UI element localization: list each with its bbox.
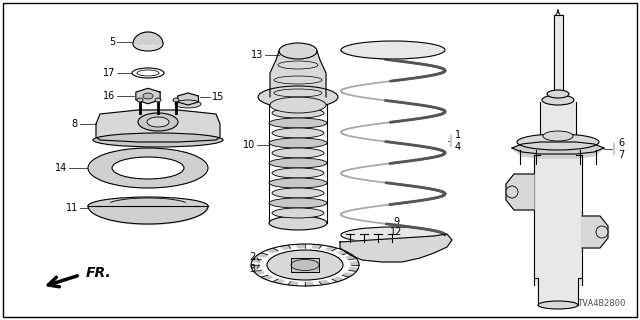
Text: 9: 9 <box>393 217 399 227</box>
Ellipse shape <box>143 93 153 99</box>
Polygon shape <box>342 273 353 277</box>
Polygon shape <box>305 282 314 285</box>
Ellipse shape <box>147 117 169 127</box>
Polygon shape <box>538 278 578 305</box>
Ellipse shape <box>341 41 445 59</box>
Ellipse shape <box>173 98 179 102</box>
Ellipse shape <box>269 178 327 188</box>
Polygon shape <box>346 256 356 260</box>
Ellipse shape <box>132 68 164 78</box>
Polygon shape <box>506 174 534 210</box>
Polygon shape <box>349 268 358 271</box>
Polygon shape <box>534 155 582 285</box>
Text: 10: 10 <box>243 140 255 150</box>
Polygon shape <box>332 277 343 282</box>
Polygon shape <box>288 282 298 285</box>
Polygon shape <box>257 253 268 257</box>
Polygon shape <box>319 281 330 284</box>
Text: FR.: FR. <box>86 266 111 280</box>
Ellipse shape <box>175 100 201 108</box>
Ellipse shape <box>547 90 569 98</box>
Text: 14: 14 <box>55 163 67 173</box>
Text: 1: 1 <box>455 130 461 140</box>
Ellipse shape <box>272 188 324 198</box>
Ellipse shape <box>538 301 578 309</box>
Ellipse shape <box>341 227 445 243</box>
Polygon shape <box>133 32 163 44</box>
Polygon shape <box>251 265 260 268</box>
Text: 16: 16 <box>103 91 115 101</box>
Ellipse shape <box>272 168 324 178</box>
Polygon shape <box>261 275 273 279</box>
Ellipse shape <box>269 158 327 168</box>
Text: 3: 3 <box>249 264 255 274</box>
Ellipse shape <box>596 226 608 238</box>
Polygon shape <box>280 245 291 249</box>
Ellipse shape <box>88 197 208 215</box>
Text: 8: 8 <box>72 119 78 129</box>
Text: 17: 17 <box>102 68 115 78</box>
Ellipse shape <box>88 148 208 188</box>
Ellipse shape <box>542 95 574 105</box>
Text: 2: 2 <box>249 252 255 262</box>
Ellipse shape <box>272 148 324 158</box>
Polygon shape <box>136 88 160 104</box>
Polygon shape <box>337 251 349 255</box>
Ellipse shape <box>270 97 326 113</box>
Polygon shape <box>554 15 563 100</box>
Text: 4: 4 <box>455 142 461 152</box>
Polygon shape <box>340 234 452 262</box>
Ellipse shape <box>272 128 324 138</box>
Text: 11: 11 <box>66 203 78 213</box>
Polygon shape <box>326 247 337 251</box>
Polygon shape <box>267 248 278 252</box>
Polygon shape <box>296 244 305 248</box>
Polygon shape <box>582 216 608 248</box>
Polygon shape <box>540 102 576 145</box>
Text: 13: 13 <box>251 50 263 60</box>
Ellipse shape <box>258 86 338 108</box>
Ellipse shape <box>138 113 178 131</box>
Polygon shape <box>351 262 359 265</box>
Ellipse shape <box>272 108 324 118</box>
Text: 12: 12 <box>390 227 402 237</box>
Ellipse shape <box>270 90 326 104</box>
Polygon shape <box>273 279 284 283</box>
Polygon shape <box>96 110 220 142</box>
Ellipse shape <box>506 186 518 198</box>
Ellipse shape <box>269 198 327 208</box>
Ellipse shape <box>269 138 327 148</box>
Ellipse shape <box>272 208 324 218</box>
Polygon shape <box>270 51 326 97</box>
Ellipse shape <box>137 70 159 76</box>
Polygon shape <box>253 270 264 274</box>
Ellipse shape <box>543 131 573 141</box>
Text: 7: 7 <box>618 150 624 160</box>
Ellipse shape <box>133 37 163 51</box>
Text: 6: 6 <box>618 138 624 148</box>
Polygon shape <box>178 93 198 105</box>
Ellipse shape <box>93 133 223 147</box>
Ellipse shape <box>112 157 184 179</box>
Ellipse shape <box>137 98 143 102</box>
Ellipse shape <box>269 216 327 230</box>
Text: 5: 5 <box>109 37 115 47</box>
Polygon shape <box>252 259 261 262</box>
FancyBboxPatch shape <box>291 258 319 272</box>
Ellipse shape <box>155 98 161 102</box>
Ellipse shape <box>267 250 343 280</box>
Polygon shape <box>512 142 604 158</box>
Polygon shape <box>312 245 322 248</box>
Ellipse shape <box>269 118 327 128</box>
Text: TVA4B2800: TVA4B2800 <box>578 299 626 308</box>
Ellipse shape <box>279 43 317 59</box>
Text: 15: 15 <box>212 92 225 102</box>
Ellipse shape <box>517 134 599 150</box>
